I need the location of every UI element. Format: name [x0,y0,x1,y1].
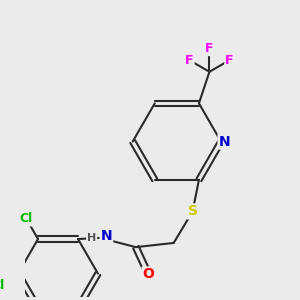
Text: F: F [225,54,234,67]
Text: F: F [185,54,194,67]
Text: H: H [87,233,96,243]
Text: N: N [100,229,112,243]
Text: S: S [188,204,198,218]
Text: O: O [142,268,154,281]
Text: F: F [205,42,214,55]
Text: Cl: Cl [20,212,33,226]
Text: Cl: Cl [0,279,4,292]
Text: N: N [219,135,230,148]
